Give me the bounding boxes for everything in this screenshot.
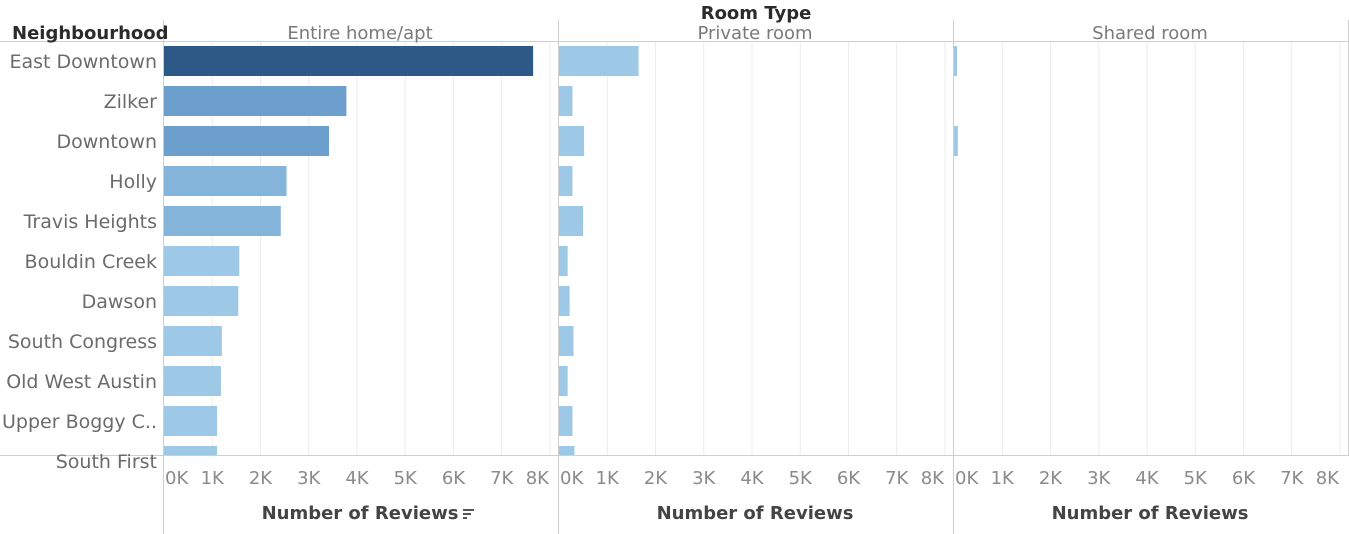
- row-label: East Downtown: [9, 51, 157, 73]
- bar[interactable]: [559, 166, 573, 196]
- row-label: Old West Austin: [6, 371, 157, 393]
- bar[interactable]: [559, 446, 575, 476]
- bar[interactable]: [164, 286, 239, 316]
- bar[interactable]: [559, 326, 574, 356]
- row-label: Holly: [109, 171, 157, 193]
- x-tick-label: 4K: [1135, 468, 1159, 489]
- grid-layer: [211, 41, 1341, 455]
- x-tick-label: 2K: [644, 468, 668, 489]
- bar[interactable]: [164, 46, 534, 76]
- x-tick-label: 0K: [165, 468, 189, 489]
- row-label: South Congress: [8, 331, 157, 353]
- bar[interactable]: [954, 46, 957, 76]
- x-tick-label: 8K: [921, 468, 945, 489]
- x-axis-title: Number of Reviews: [657, 503, 854, 524]
- bar[interactable]: [954, 126, 958, 156]
- row-label: Travis Heights: [23, 211, 157, 233]
- bar[interactable]: [164, 166, 287, 196]
- x-tick-label: 2K: [1039, 468, 1063, 489]
- bar[interactable]: [559, 366, 568, 396]
- x-tick-label: 0K: [560, 468, 584, 489]
- bar[interactable]: [559, 406, 573, 436]
- bar[interactable]: [559, 126, 585, 156]
- x-axis-title: Number of Reviews: [1052, 503, 1249, 524]
- row-label: Zilker: [104, 91, 158, 113]
- row-label: Upper Boggy C..: [2, 411, 157, 433]
- bar[interactable]: [164, 246, 240, 276]
- x-tick-label: 3K: [1087, 468, 1111, 489]
- sort-descending-icon[interactable]: [463, 509, 474, 519]
- bar-layer: [164, 46, 958, 476]
- x-tick-label: 6K: [442, 468, 466, 489]
- bar[interactable]: [559, 46, 639, 76]
- bar[interactable]: [559, 246, 568, 276]
- bar[interactable]: [164, 126, 330, 156]
- x-tick-label: 3K: [692, 468, 716, 489]
- column-title: Room Type: [701, 3, 812, 24]
- bar[interactable]: [164, 406, 218, 436]
- x-tick-label: 3K: [297, 468, 321, 489]
- row-label: South First: [56, 451, 157, 473]
- bar[interactable]: [559, 86, 573, 116]
- row-header-title: Neighbourhood: [12, 23, 169, 44]
- bar[interactable]: [164, 366, 221, 396]
- bar[interactable]: [164, 86, 347, 116]
- label-layer: Entire home/apt 0K 1K 2K 3K 4K 5K 6K 7K 8K Number …: [2, 23, 1340, 524]
- x-tick-label: 1K: [991, 468, 1015, 489]
- x-tick-label: 6K: [837, 468, 861, 489]
- x-tick-label: 2K: [249, 468, 273, 489]
- x-tick-label: 5K: [1184, 468, 1208, 489]
- panel-header: Private room: [697, 23, 812, 44]
- x-tick-label: 5K: [394, 468, 418, 489]
- row-label: Downtown: [57, 131, 158, 153]
- bar[interactable]: [559, 286, 570, 316]
- x-tick-label: 1K: [201, 468, 225, 489]
- panel-header: Shared room: [1092, 23, 1208, 44]
- row-label: Dawson: [82, 291, 157, 313]
- x-tick-label: 6K: [1232, 468, 1256, 489]
- x-tick-label: 8K: [526, 468, 550, 489]
- x-axis-title: Number of Reviews: [262, 503, 459, 524]
- x-tick-label: 0K: [955, 468, 979, 489]
- x-tick-label: 4K: [740, 468, 764, 489]
- x-tick-label: 7K: [885, 468, 909, 489]
- x-tick-label: 7K: [1280, 468, 1304, 489]
- x-tick-label: 5K: [789, 468, 813, 489]
- bar[interactable]: [559, 206, 584, 236]
- x-tick-label: 8K: [1316, 468, 1340, 489]
- panel-header: Entire home/apt: [287, 23, 432, 44]
- bar[interactable]: [164, 206, 281, 236]
- x-tick-label: 7K: [490, 468, 514, 489]
- bar[interactable]: [164, 326, 222, 356]
- row-label: Bouldin Creek: [25, 251, 157, 273]
- x-tick-label: 1K: [596, 468, 620, 489]
- bar[interactable]: [164, 446, 218, 476]
- x-tick-label: 4K: [345, 468, 369, 489]
